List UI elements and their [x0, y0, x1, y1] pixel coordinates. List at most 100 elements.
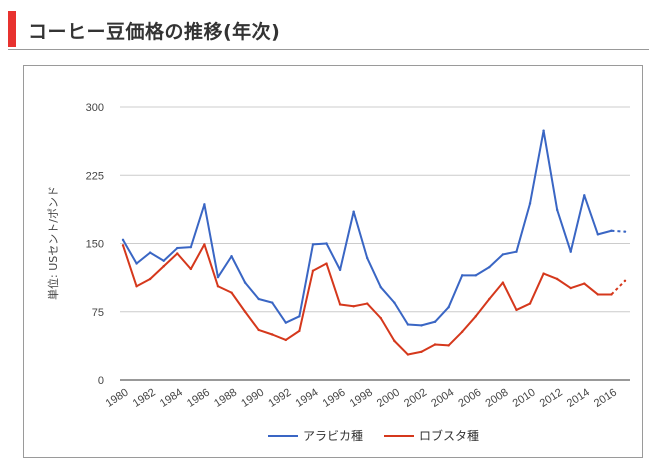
data-point: [569, 250, 572, 253]
y-axis-label: 単位: USセント/ポンド: [46, 186, 60, 300]
data-point: [420, 324, 423, 327]
data-point: [189, 267, 193, 271]
data-point: [406, 323, 410, 326]
data-point: [488, 265, 491, 269]
data-point: [555, 277, 559, 281]
data-point: [379, 285, 382, 289]
data-point: [203, 243, 206, 246]
data-point: [135, 262, 138, 265]
y-tick-label: 0: [98, 375, 104, 387]
data-point: [338, 303, 342, 306]
chart-legend: アラビカ種 ロブスタ種: [268, 428, 479, 443]
data-point: [542, 272, 545, 275]
data-point: [176, 252, 179, 255]
legend-label: アラビカ種: [303, 429, 363, 443]
x-axis-ticks: 1980 1982 1984 1986 1988 1990 1992 1994 1996 1998…: [104, 386, 620, 409]
data-point: [596, 293, 600, 296]
data-point: [271, 333, 274, 336]
x-tick-label: 1996: [321, 386, 348, 409]
data-point: [352, 305, 355, 308]
data-point: [610, 293, 613, 296]
data-point: [257, 328, 260, 332]
data-point: [433, 320, 437, 323]
data-point: [148, 251, 152, 254]
data-point: [243, 281, 247, 284]
data-point: [284, 321, 288, 324]
data-point: [569, 286, 572, 290]
x-tick-label: 2014: [565, 386, 592, 409]
x-tick-label: 2010: [511, 386, 538, 409]
data-point: [583, 194, 586, 197]
data-point: [325, 262, 328, 265]
data-point: [243, 310, 247, 313]
x-tick-label: 2008: [483, 386, 510, 409]
data-point: [555, 208, 559, 212]
data-point: [298, 329, 301, 333]
series-line-1: [122, 129, 612, 327]
data-point: [311, 243, 315, 246]
data-point: [447, 344, 450, 347]
data-point: [583, 282, 586, 285]
data-point: [121, 238, 125, 242]
data-point: [284, 338, 288, 342]
data-point: [420, 350, 423, 353]
data-point: [271, 301, 274, 304]
series-line-2: [122, 243, 612, 356]
data-point: [433, 343, 437, 346]
y-axis-ticks: 0 75 150 225 300: [86, 102, 104, 387]
data-point: [501, 253, 505, 256]
data-point: [596, 233, 600, 236]
data-point: [162, 265, 165, 268]
data-point: [393, 301, 396, 304]
data-point: [488, 297, 491, 301]
data-point: [352, 210, 355, 213]
x-tick-label: 1994: [294, 386, 321, 409]
data-point: [338, 268, 342, 272]
chart-panel: [23, 65, 643, 458]
data-point: [474, 274, 477, 277]
data-point: [257, 297, 260, 301]
data-point: [311, 269, 315, 272]
y-tick-label: 75: [92, 307, 104, 319]
data-point: [542, 129, 545, 132]
data-point: [366, 302, 369, 305]
x-tick-label: 2000: [375, 386, 402, 409]
data-point: [121, 244, 125, 247]
data-point: [393, 339, 396, 343]
series-lines: [121, 129, 627, 356]
data-point: [230, 291, 233, 294]
data-point: [474, 315, 477, 318]
data-point: [203, 203, 206, 206]
y-tick-label: 300: [86, 102, 104, 114]
data-point: [406, 353, 410, 356]
page-header: コーヒー豆価格の推移(年次): [8, 11, 649, 51]
legend-label: ロブスタ種: [419, 428, 479, 443]
data-point: [515, 250, 518, 253]
data-point: [528, 302, 532, 305]
data-point: [366, 256, 369, 260]
gridlines: [120, 106, 630, 381]
x-tick-label: 2002: [402, 386, 429, 409]
x-tick-label: 1998: [348, 386, 375, 409]
data-point: [623, 230, 627, 233]
data-point: [216, 275, 220, 279]
data-point: [460, 330, 464, 333]
data-point: [148, 277, 152, 281]
x-tick-label: 1986: [185, 386, 212, 409]
data-point: [610, 229, 613, 232]
x-tick-label: 2012: [538, 386, 565, 409]
data-point: [515, 308, 518, 312]
header-accent-bar: [8, 11, 16, 47]
x-tick-label: 1990: [239, 386, 266, 409]
x-tick-label: 1984: [158, 386, 185, 409]
data-point: [216, 285, 220, 288]
data-point: [135, 285, 138, 288]
data-point: [176, 246, 179, 250]
page-title: コーヒー豆価格の推移(年次): [28, 21, 281, 43]
data-point: [379, 316, 382, 320]
data-point: [298, 315, 301, 318]
x-tick-label: 2016: [592, 386, 619, 409]
x-tick-label: 2006: [456, 386, 483, 409]
data-point: [189, 245, 193, 249]
